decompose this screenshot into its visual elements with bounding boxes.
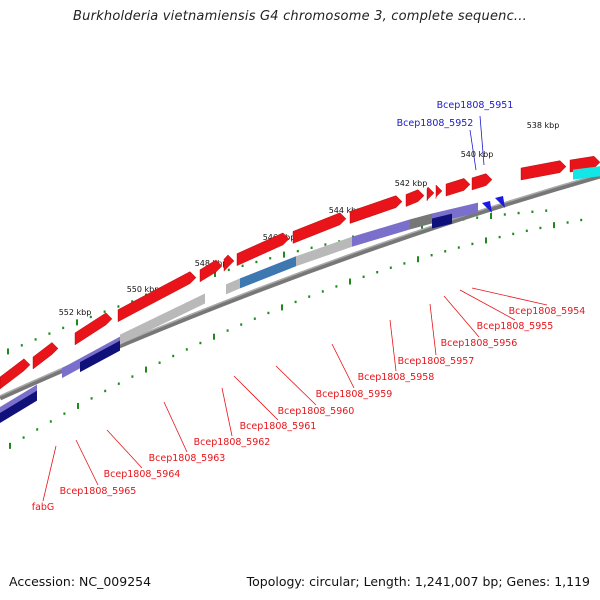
leader-line [443, 295, 480, 338]
reverse-gene [0, 390, 37, 423]
gene-label: Bcep1808_5961 [240, 421, 317, 432]
topology-text: Topology: circular; Length: 1,241,007 bp… [246, 574, 590, 589]
ruler-label: 544 kbp [329, 206, 362, 215]
gene-label: Bcep1808_5956 [441, 338, 518, 349]
reverse-gene [80, 340, 120, 373]
leader-line [479, 115, 485, 166]
leader-line [331, 343, 355, 389]
gene-labels: Bcep1808_5951 Bcep1808_5952 Bcep1808_5954 B… [32, 100, 586, 513]
gene-label: Bcep1808_5964 [104, 469, 181, 480]
reverse-gene [296, 236, 352, 267]
forward-strand-genes [0, 155, 600, 390]
ruler-label: 550 kbp [127, 285, 160, 294]
leader-line [275, 365, 317, 406]
blue-gene-marker [482, 201, 492, 213]
forward-gene [405, 189, 425, 207]
reverse-gene [240, 256, 296, 289]
reverse-gene [120, 293, 205, 345]
gene-label: Bcep1808_5959 [316, 389, 393, 400]
gene-label: Bcep1808_5955 [477, 321, 554, 332]
reverse-gene [432, 213, 452, 229]
reverse-gene [352, 219, 410, 247]
forward-gene [445, 178, 471, 197]
leader-line [389, 319, 397, 372]
leader-line [429, 303, 437, 356]
gene-label-top: Bcep1808_5952 [397, 118, 474, 129]
gene-label: Bcep1808_5954 [509, 306, 586, 317]
gene-label: Bcep1808_5960 [278, 406, 355, 417]
gene-label-top: Bcep1808_5951 [437, 100, 514, 111]
gene-label: Bcep1808_5963 [149, 453, 226, 464]
forward-gene [117, 271, 197, 323]
gene-label: Bcep1808_5958 [358, 372, 435, 383]
reverse-gene [573, 166, 600, 180]
reverse-gene [410, 213, 432, 230]
ruler-label: 540 kbp [461, 150, 494, 159]
label-leader-lines [42, 115, 548, 502]
forward-gene [223, 254, 235, 272]
forward-gene [74, 312, 113, 346]
ruler-label: 542 kbp [395, 179, 428, 188]
ruler-label: 552 kbp [59, 308, 92, 317]
forward-gene [292, 212, 347, 244]
gene-label: fabG [32, 502, 55, 513]
leader-line [469, 129, 477, 171]
leader-line [459, 289, 516, 321]
leader-line [75, 439, 99, 486]
leader-line [233, 375, 279, 421]
forward-gene [349, 195, 403, 224]
reverse-gene [226, 278, 240, 295]
blue-gene-marker [495, 196, 505, 208]
forward-gene [426, 186, 435, 201]
forward-gene [32, 342, 59, 370]
leader-line [106, 429, 143, 469]
gene-label: Bcep1808_5957 [398, 356, 475, 367]
forward-gene [471, 173, 493, 191]
leader-line [221, 387, 233, 437]
forward-gene [520, 160, 567, 181]
leader-line [42, 445, 57, 502]
leader-line [163, 401, 188, 453]
forward-gene [236, 232, 290, 266]
forward-gene [199, 259, 223, 283]
gene-label: Bcep1808_5962 [194, 437, 271, 448]
leader-line [471, 287, 548, 306]
gene-label: Bcep1808_5965 [60, 486, 137, 497]
forward-gene [435, 184, 443, 199]
ruler-label: 538 kbp [527, 121, 560, 130]
reverse-strand-genes [0, 166, 600, 423]
inner-ruler-ticks [9, 218, 583, 449]
forward-gene [0, 358, 31, 390]
accession-text: Accession: NC_009254 [9, 574, 152, 589]
map-title: Burkholderia vietnamiensis G4 chromosome… [73, 9, 527, 24]
